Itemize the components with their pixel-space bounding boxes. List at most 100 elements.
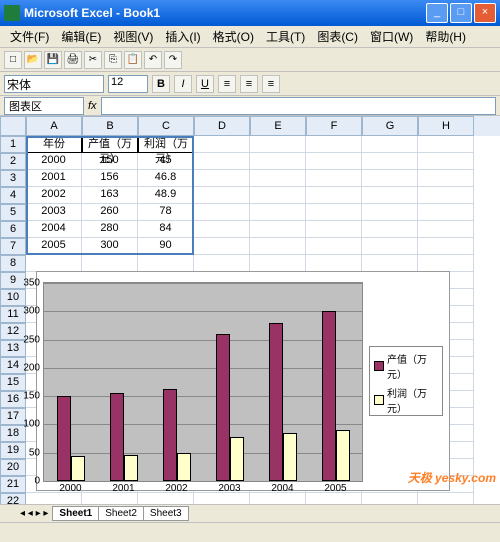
cell-B1[interactable]: 产值（万元）: [82, 136, 138, 153]
cell-B6[interactable]: 280: [82, 221, 138, 238]
cell-C2[interactable]: 45: [138, 153, 194, 170]
bold-button[interactable]: B: [152, 75, 170, 93]
cell-H22[interactable]: [418, 493, 474, 504]
size-select[interactable]: 12: [108, 75, 148, 93]
col-header-A[interactable]: A: [26, 116, 82, 136]
cell-H2[interactable]: [418, 153, 474, 170]
col-header-G[interactable]: G: [362, 116, 418, 136]
italic-button[interactable]: I: [174, 75, 192, 93]
cell-A8[interactable]: [26, 255, 82, 272]
chart-object[interactable]: 050100150200250300350 200020012002200320…: [36, 271, 450, 491]
row-header-6[interactable]: 6: [0, 221, 26, 238]
cell-A6[interactable]: 2004: [26, 221, 82, 238]
cell-A7[interactable]: 2005: [26, 238, 82, 255]
col-header-E[interactable]: E: [250, 116, 306, 136]
col-header-C[interactable]: C: [138, 116, 194, 136]
cell-E6[interactable]: [250, 221, 306, 238]
row-header-3[interactable]: 3: [0, 170, 26, 187]
new-button[interactable]: □: [4, 51, 22, 69]
col-header-D[interactable]: D: [194, 116, 250, 136]
select-all-button[interactable]: [0, 116, 26, 136]
cell-G8[interactable]: [362, 255, 418, 272]
cell-E4[interactable]: [250, 187, 306, 204]
sheet-tab-2[interactable]: Sheet2: [98, 506, 144, 521]
menu-file[interactable]: 文件(F): [4, 26, 55, 47]
print-button[interactable]: 🖨: [64, 51, 82, 69]
copy-button[interactable]: ⎘: [104, 51, 122, 69]
menu-format[interactable]: 格式(O): [207, 26, 260, 47]
cell-C8[interactable]: [138, 255, 194, 272]
cell-G4[interactable]: [362, 187, 418, 204]
row-header-2[interactable]: 2: [0, 153, 26, 170]
name-box[interactable]: 图表区: [4, 97, 84, 115]
cell-C5[interactable]: 78: [138, 204, 194, 221]
cell-H8[interactable]: [418, 255, 474, 272]
cell-G7[interactable]: [362, 238, 418, 255]
cell-A5[interactable]: 2003: [26, 204, 82, 221]
cell-D4[interactable]: [194, 187, 250, 204]
cell-B7[interactable]: 300: [82, 238, 138, 255]
cell-F5[interactable]: [306, 204, 362, 221]
cell-D1[interactable]: [194, 136, 250, 153]
cell-D3[interactable]: [194, 170, 250, 187]
worksheet-area[interactable]: ABCDEFGH 1年份产值（万元）利润（万元）2200015045320011…: [0, 116, 500, 504]
underline-button[interactable]: U: [196, 75, 214, 93]
align-right-button[interactable]: ≡: [262, 75, 280, 93]
undo-button[interactable]: ↶: [144, 51, 162, 69]
cell-F2[interactable]: [306, 153, 362, 170]
open-button[interactable]: 📂: [24, 51, 42, 69]
cell-B8[interactable]: [82, 255, 138, 272]
row-header-1[interactable]: 1: [0, 136, 26, 153]
minimize-button[interactable]: _: [426, 3, 448, 23]
cell-A4[interactable]: 2002: [26, 187, 82, 204]
cell-B5[interactable]: 260: [82, 204, 138, 221]
cell-A1[interactable]: 年份: [26, 136, 82, 153]
cell-C3[interactable]: 46.8: [138, 170, 194, 187]
cell-H4[interactable]: [418, 187, 474, 204]
cell-A3[interactable]: 2001: [26, 170, 82, 187]
cell-E1[interactable]: [250, 136, 306, 153]
cut-button[interactable]: ✂: [84, 51, 102, 69]
cell-G2[interactable]: [362, 153, 418, 170]
cell-E5[interactable]: [250, 204, 306, 221]
cell-C1[interactable]: 利润（万元）: [138, 136, 194, 153]
cell-D2[interactable]: [194, 153, 250, 170]
cell-E2[interactable]: [250, 153, 306, 170]
cell-A2[interactable]: 2000: [26, 153, 82, 170]
menu-view[interactable]: 视图(V): [107, 26, 159, 47]
close-button[interactable]: ×: [474, 3, 496, 23]
cell-G1[interactable]: [362, 136, 418, 153]
col-header-B[interactable]: B: [82, 116, 138, 136]
cell-F1[interactable]: [306, 136, 362, 153]
cell-B2[interactable]: 150: [82, 153, 138, 170]
menu-insert[interactable]: 插入(I): [159, 26, 206, 47]
col-header-F[interactable]: F: [306, 116, 362, 136]
cell-H3[interactable]: [418, 170, 474, 187]
cell-E7[interactable]: [250, 238, 306, 255]
cell-H7[interactable]: [418, 238, 474, 255]
row-header-8[interactable]: 8: [0, 255, 26, 272]
redo-button[interactable]: ↷: [164, 51, 182, 69]
cell-H1[interactable]: [418, 136, 474, 153]
menu-tools[interactable]: 工具(T): [260, 26, 311, 47]
menu-edit[interactable]: 编辑(E): [55, 26, 107, 47]
cell-F3[interactable]: [306, 170, 362, 187]
cell-F8[interactable]: [306, 255, 362, 272]
cell-G5[interactable]: [362, 204, 418, 221]
cell-D7[interactable]: [194, 238, 250, 255]
cell-D6[interactable]: [194, 221, 250, 238]
cell-D5[interactable]: [194, 204, 250, 221]
cell-F7[interactable]: [306, 238, 362, 255]
sheet-tab-1[interactable]: Sheet1: [52, 506, 99, 521]
align-left-button[interactable]: ≡: [218, 75, 236, 93]
fx-label[interactable]: fx: [88, 100, 97, 112]
cell-H6[interactable]: [418, 221, 474, 238]
cell-D8[interactable]: [194, 255, 250, 272]
cell-C4[interactable]: 48.9: [138, 187, 194, 204]
col-header-H[interactable]: H: [418, 116, 474, 136]
formula-bar[interactable]: [101, 97, 496, 115]
cell-F4[interactable]: [306, 187, 362, 204]
cell-E8[interactable]: [250, 255, 306, 272]
cell-G3[interactable]: [362, 170, 418, 187]
cell-F6[interactable]: [306, 221, 362, 238]
